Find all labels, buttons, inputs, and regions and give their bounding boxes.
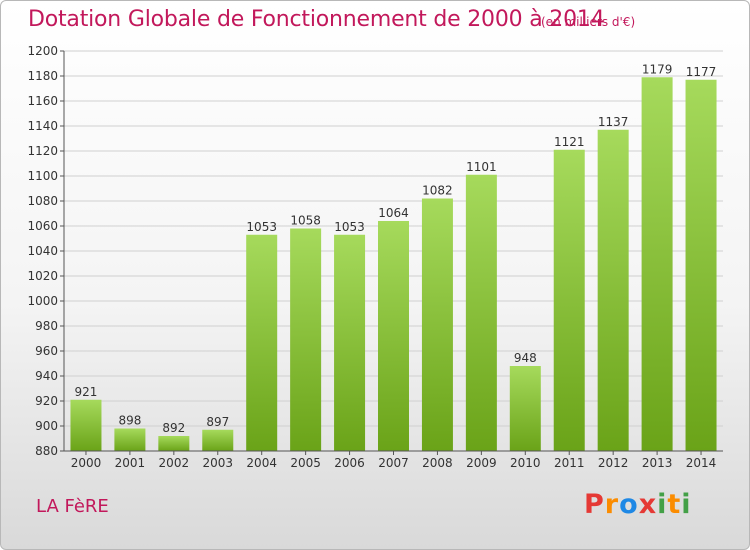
chart-title: Dotation Globale de Fonctionnement de 20… (28, 7, 605, 32)
value-label: 898 (118, 414, 141, 428)
x-tick-label: 2012 (598, 456, 629, 470)
x-tick-label: 2010 (510, 456, 541, 470)
x-tick-label: 2011 (554, 456, 585, 470)
y-tick-label: 1020 (27, 269, 58, 283)
x-tick-label: 2009 (466, 456, 497, 470)
x-tick-label: 2014 (686, 456, 717, 470)
bar-2004 (246, 234, 278, 451)
y-tick-label: 1160 (27, 94, 58, 108)
bar-2006 (334, 234, 366, 451)
logo-letter: i (681, 489, 692, 520)
value-label: 921 (75, 385, 98, 399)
x-tick-label: 2002 (159, 456, 190, 470)
value-label: 1121 (554, 135, 585, 149)
bar-2002 (158, 436, 190, 451)
bar-2014 (685, 79, 717, 451)
x-tick-label: 2008 (422, 456, 453, 470)
y-tick-label: 1080 (27, 194, 58, 208)
y-tick-label: 1100 (27, 169, 58, 183)
bar-2009 (465, 174, 497, 451)
bar-2008 (421, 198, 453, 451)
bar-2007 (378, 221, 409, 451)
axes: 880 900 920 940 960 980 1000 1020 1040 1060 1080 11… (27, 44, 723, 470)
logo-letter: r (604, 489, 620, 520)
y-tick-label: 1120 (27, 144, 58, 158)
x-tick-label: 2006 (334, 456, 365, 470)
y-tick-label: 1060 (27, 219, 58, 233)
value-label: 1179 (642, 62, 673, 76)
x-tick-label: 2007 (378, 456, 409, 470)
bar-2000 (70, 399, 102, 451)
bar-2001 (114, 428, 146, 451)
x-tick-label: 2003 (202, 456, 233, 470)
logo-letter: i (657, 489, 668, 520)
value-label: 892 (162, 421, 185, 435)
x-tick-label: 2001 (115, 456, 146, 470)
y-tick-label: 920 (35, 394, 58, 408)
y-tick-label: 880 (35, 444, 58, 458)
commune-name: LA FèRE (36, 496, 109, 517)
value-label: 1101 (466, 160, 497, 174)
y-tick-label: 1040 (27, 244, 58, 258)
y-tick-label: 1200 (27, 44, 58, 58)
value-label: 1058 (290, 214, 321, 228)
y-tick-label: 940 (35, 369, 58, 383)
bar-2003 (202, 429, 234, 451)
y-tick-label: 1140 (27, 119, 58, 133)
chart-unit: (en milliers d'€) (541, 15, 636, 29)
y-tick-label: 900 (35, 419, 58, 433)
bars: 921 898 892 897 1053 1058 1053 1064 1082 1101 948 1… (70, 62, 717, 451)
bar-2012 (597, 129, 629, 451)
value-label: 1082 (422, 184, 453, 198)
value-label: 1177 (686, 65, 717, 79)
value-label: 948 (514, 351, 537, 365)
logo-letter: o (619, 489, 639, 520)
x-tick-label: 2000 (71, 456, 102, 470)
value-label: 1137 (598, 115, 629, 129)
value-label: 1064 (378, 206, 409, 220)
x-tick-label: 2004 (246, 456, 277, 470)
value-label: 897 (206, 415, 229, 429)
logo-letter: x (638, 489, 658, 520)
logo-letter: P (584, 489, 605, 520)
logo-letter: t (667, 489, 682, 520)
y-tick-label: 1180 (27, 69, 58, 83)
x-tick-label: 2013 (642, 456, 673, 470)
y-tick-label: 980 (35, 319, 58, 333)
y-tick-label: 960 (35, 344, 58, 358)
value-label: 1053 (334, 220, 365, 234)
y-tick-label: 1000 (27, 294, 58, 308)
bar-2011 (553, 149, 585, 451)
bar-2013 (641, 77, 673, 451)
x-tick-label: 2005 (290, 456, 321, 470)
bar-2005 (290, 228, 322, 451)
bar-2010 (509, 366, 541, 451)
proxiti-logo: Proxiti (584, 489, 692, 520)
value-label: 1053 (246, 220, 277, 234)
